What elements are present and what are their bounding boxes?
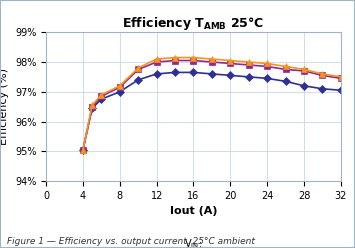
- Legend: 38 V, 48 V, 55 V: 38 V, 48 V, 55 V: [112, 234, 275, 248]
- Y-axis label: Efficiency (%): Efficiency (%): [0, 68, 9, 145]
- Text: Figure 1 — Efficiency vs. output current, 25°C ambient: Figure 1 — Efficiency vs. output current…: [7, 237, 255, 246]
- Title: Efficiency T$_{\mathregular{AMB}}$ 25°C: Efficiency T$_{\mathregular{AMB}}$ 25°C: [122, 15, 264, 32]
- X-axis label: Iout (A): Iout (A): [170, 206, 217, 216]
